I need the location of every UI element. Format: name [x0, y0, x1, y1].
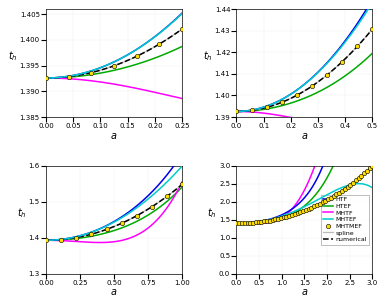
Point	[43, 76, 49, 81]
Point	[156, 42, 162, 47]
Point	[292, 212, 298, 216]
Point	[267, 218, 273, 223]
Point	[248, 108, 255, 113]
Point	[272, 217, 278, 222]
Point	[275, 216, 281, 221]
Point	[339, 188, 345, 193]
Point	[289, 212, 295, 217]
Point	[88, 232, 94, 237]
Point	[367, 166, 373, 171]
Point	[283, 214, 290, 219]
Point	[354, 44, 361, 49]
Point	[179, 182, 185, 187]
Point	[325, 197, 331, 202]
Point	[88, 70, 94, 75]
Point	[111, 63, 117, 68]
Point	[333, 192, 339, 197]
Point	[319, 200, 326, 205]
Point	[134, 213, 140, 218]
Point	[297, 210, 303, 215]
Point	[369, 163, 376, 168]
Point	[295, 211, 301, 216]
Point	[294, 93, 300, 98]
Point	[66, 74, 72, 79]
Point	[256, 220, 262, 225]
Point	[364, 168, 370, 173]
Point	[336, 190, 342, 195]
Point	[164, 194, 170, 199]
Point	[328, 195, 334, 200]
Point	[347, 182, 353, 187]
Point	[309, 84, 315, 88]
Point	[149, 204, 155, 209]
Point	[264, 105, 270, 110]
Point	[261, 219, 267, 224]
Point	[361, 171, 367, 176]
Point	[258, 219, 265, 224]
Point	[270, 218, 276, 223]
Point	[236, 221, 242, 226]
Point	[306, 206, 312, 211]
Point	[134, 54, 140, 59]
Point	[43, 238, 49, 243]
Point	[358, 173, 364, 178]
Point	[73, 235, 79, 240]
Point	[103, 227, 109, 232]
Point	[344, 185, 351, 189]
Point	[353, 178, 359, 183]
Point	[317, 201, 323, 206]
Point	[245, 221, 251, 226]
Point	[339, 59, 345, 64]
Point	[253, 220, 259, 225]
Point	[350, 180, 356, 185]
Point	[308, 205, 314, 210]
Point	[311, 204, 317, 209]
Point	[331, 194, 337, 199]
Point	[250, 220, 256, 225]
Point	[281, 215, 287, 220]
Y-axis label: $t_h$: $t_h$	[17, 206, 26, 219]
Point	[324, 72, 330, 77]
Point	[247, 220, 253, 225]
Point	[303, 208, 309, 212]
Point	[356, 176, 362, 181]
Point	[179, 27, 185, 32]
Point	[300, 209, 306, 214]
Point	[278, 216, 284, 221]
Point	[264, 219, 270, 223]
Point	[342, 186, 348, 191]
X-axis label: $a$: $a$	[111, 131, 118, 141]
X-axis label: $a$: $a$	[301, 287, 308, 297]
Point	[58, 237, 64, 242]
Point	[279, 100, 285, 105]
Legend: HTF, HTEF, MHTF, MHTEF, MHTMEF, spline, numerical: HTF, HTEF, MHTF, MHTEF, MHTMEF, spline, …	[321, 195, 369, 245]
Point	[286, 213, 292, 218]
Point	[322, 199, 328, 203]
Point	[119, 221, 125, 226]
Point	[239, 221, 245, 226]
Y-axis label: $t_h$: $t_h$	[207, 206, 217, 219]
Point	[314, 203, 320, 208]
Y-axis label: $t_h$: $t_h$	[203, 49, 212, 63]
Point	[369, 26, 376, 31]
Point	[233, 109, 240, 114]
Y-axis label: $t_h$: $t_h$	[8, 49, 17, 63]
X-axis label: $a$: $a$	[111, 287, 118, 297]
Point	[233, 221, 240, 226]
X-axis label: $a$: $a$	[301, 131, 308, 141]
Point	[242, 221, 248, 226]
